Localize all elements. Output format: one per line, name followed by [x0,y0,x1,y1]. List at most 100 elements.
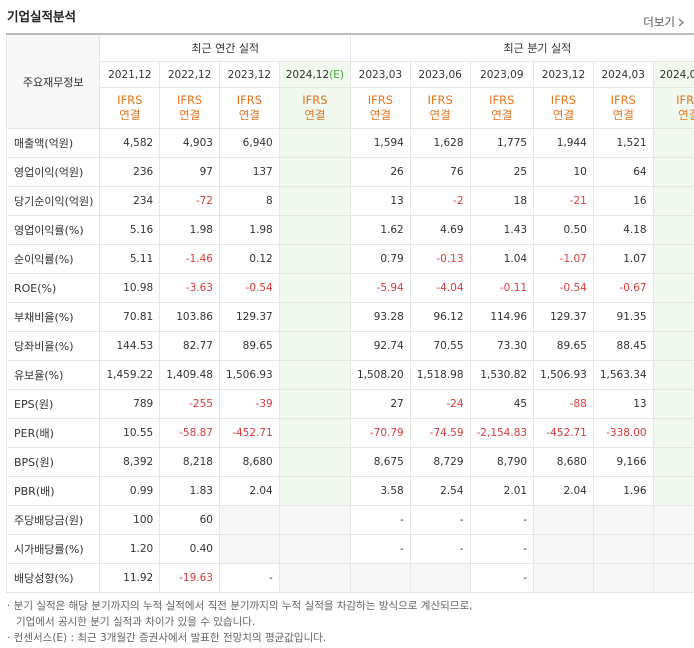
value-cell: 1,506.93 [218,360,280,390]
row-label: PER(배) [5,418,101,448]
value-cell: -255 [159,389,220,419]
value-cell: 93.28 [349,302,411,332]
period-header: 2023,03 [349,61,411,88]
value-cell: 64 [592,157,654,187]
empty-cell [652,505,694,535]
value-cell: 27 [349,389,411,419]
value-cell: 8,680 [533,447,594,477]
value-cell: -74.59 [409,418,471,448]
more-text[interactable]: 더보기 [643,15,675,29]
empty-cell [218,505,280,535]
value-cell: -88 [533,389,594,419]
row-label: 부채비율(%) [5,302,101,332]
data-row: 순이익률(%) 5.11 -1.46 0.12 0.79 -0.13 1.04 -1.07 1.… [5,244,694,274]
period-header: 2024,03 [592,61,654,88]
value-cell: 82.77 [159,331,220,361]
data-row: 시가배당률(%) 1.20 0.40- - - [5,534,694,564]
chevron-icon [678,18,684,27]
value-cell: 100 [99,505,161,535]
value-cell: 13 [592,389,654,419]
value-cell: 89.65 [218,331,280,361]
empty-cell [592,563,654,593]
value-cell: 45 [469,389,535,419]
value-cell: 25 [469,157,535,187]
value-cell: 789 [99,389,161,419]
empty-cell [652,534,694,564]
empty-cell [278,389,351,419]
value-cell: 1,530.82 [469,360,535,390]
value-cell: 2.01 [469,476,535,506]
estimate-mark: (E) [329,68,344,81]
value-cell: -0.54 [218,273,280,303]
value-cell: 1,563.34 [592,360,654,390]
value-cell: -452.71 [218,418,280,448]
empty-cell [652,389,694,419]
empty-cell [652,244,694,274]
value-cell: 8 [218,186,280,216]
value-cell: 1,628 [409,128,471,158]
value-cell: 5.11 [99,244,161,274]
data-row: 배당성향(%) 11.92 -19.63- - [5,563,694,593]
value-cell: 1.04 [469,244,535,274]
value-cell: 0.12 [218,244,280,274]
value-cell: 137 [218,157,280,187]
value-cell: 129.37 [218,302,280,332]
note-line: · 컨센서스(E) : 최근 3개월간 증권사에서 발표한 전망치의 평균값입니… [7,632,327,644]
value-cell: 4,582 [99,128,161,158]
row-label: 시가배당률(%) [5,534,101,564]
period-header: 2023,12 [218,61,280,88]
value-cell: 96.12 [409,302,471,332]
value-cell: 10 [533,157,594,187]
value-cell: -1.46 [159,244,220,274]
value-cell: - [409,505,471,535]
value-cell: -19.63 [159,563,220,593]
value-cell: -21 [533,186,594,216]
value-cell: - [469,505,535,535]
row-label: PBR(배) [5,476,101,506]
more-link[interactable]: 더보기 [643,14,684,30]
empty-cell [278,505,351,535]
empty-cell [652,302,694,332]
row-label: 영업이익률(%) [5,215,101,245]
row-label: 매출액(억원) [5,128,101,158]
period-header: 2023,06 [409,61,471,88]
empty-cell [278,157,351,187]
empty-cell [409,563,471,593]
value-cell: 144.53 [99,331,161,361]
value-cell: 13 [349,186,411,216]
empty-cell [652,128,694,158]
scope: 연결 [678,108,694,122]
value-cell: 1.98 [159,215,220,245]
value-cell: 1.98 [218,215,280,245]
standard: IFRS [427,93,453,107]
value-cell: 1,506.93 [533,360,594,390]
value-cell: - [218,563,280,593]
value-cell: -1.07 [533,244,594,274]
value-cell: 4.69 [409,215,471,245]
period: 2024,03 [601,68,645,81]
value-cell: -70.79 [349,418,411,448]
value-cell: - [469,563,535,593]
data-row: 유보율(%) 1,459.22 1,409.48 1,506.93 1,508.20 1,… [5,360,694,390]
period-header: 2021,12 [99,61,161,88]
period-header: 2024,12(E) [278,61,351,88]
value-cell: 1,775 [469,128,535,158]
value-cell: 5.16 [99,215,161,245]
scope: 연결 [238,108,260,122]
value-cell: 10.98 [99,273,161,303]
data-row: 부채비율(%) 70.81 103.86 129.37 93.28 96.12 114.96… [5,302,694,332]
section-title: 기업실적분석 [7,9,77,24]
scope: 연결 [304,108,326,122]
value-cell: -452.71 [533,418,594,448]
data-row: PER(배) 10.55 -58.87 -452.71 -70.79 -74.59 -2,1… [5,418,694,448]
period: 2022,12 [167,68,212,81]
standard: IFRS [550,93,577,107]
value-cell: 97 [159,157,220,187]
scope: 연결 [119,108,141,122]
standard: IFRS [176,93,203,107]
empty-cell [278,563,351,593]
value-cell: -24 [409,389,471,419]
standard-row: IFRS 연결 IFRS 연결 IFRS 연결 IFRS 연결 IFRS 연결 IFRS 연결 IFRS… [7,87,694,129]
